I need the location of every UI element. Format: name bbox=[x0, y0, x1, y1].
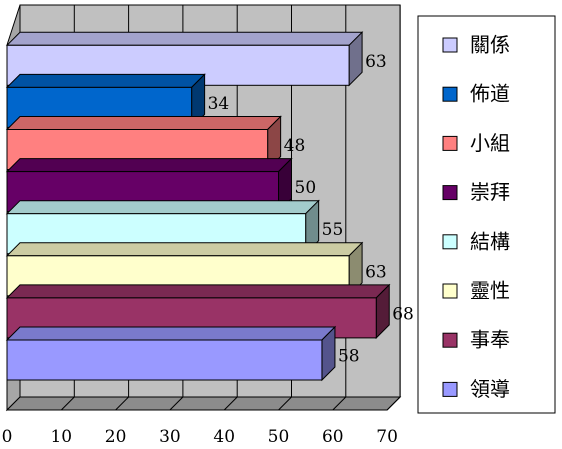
bar-top bbox=[5, 31, 364, 46]
legend-swatch bbox=[442, 332, 458, 348]
data-label: 55 bbox=[322, 220, 344, 240]
legend-item: 事奉 bbox=[442, 328, 510, 352]
x-tick-label: 40 bbox=[213, 427, 235, 447]
bar-front bbox=[6, 339, 323, 381]
legend-item: 靈性 bbox=[442, 279, 510, 303]
legend-label: 小組 bbox=[470, 131, 510, 155]
data-label: 63 bbox=[365, 52, 387, 72]
bar-top bbox=[5, 326, 337, 341]
data-label: 63 bbox=[365, 262, 387, 282]
legend-box bbox=[417, 15, 556, 414]
x-tick-label: 20 bbox=[105, 427, 127, 447]
gridline-floor bbox=[169, 396, 184, 411]
bar-top bbox=[5, 158, 293, 173]
legend-swatch bbox=[442, 37, 458, 53]
x-tick-label: 30 bbox=[159, 427, 181, 447]
gridline-floor bbox=[223, 396, 238, 411]
legend-swatch bbox=[442, 234, 458, 250]
gridline-floor bbox=[60, 396, 75, 411]
data-labels: 63 34 48 50 55 63 68 58 bbox=[208, 52, 414, 367]
legend-item: 佈道 bbox=[442, 82, 510, 106]
legend-item: 崇拜 bbox=[442, 180, 510, 204]
bar-領導 bbox=[5, 325, 337, 382]
legend-item: 關係 bbox=[442, 33, 510, 57]
legend-swatch bbox=[442, 135, 458, 151]
data-label: 34 bbox=[208, 94, 230, 114]
x-tick-label: 0 bbox=[2, 427, 13, 447]
gridline-floor bbox=[386, 396, 401, 411]
gridline-floor bbox=[115, 396, 129, 411]
x-tick-label: 10 bbox=[50, 427, 72, 447]
legend-swatch bbox=[442, 185, 458, 201]
legend-label: 領導 bbox=[470, 377, 510, 401]
gridline-floor bbox=[332, 396, 347, 411]
legend-label: 靈性 bbox=[470, 279, 510, 303]
data-label: 48 bbox=[284, 136, 306, 156]
x-tick-label: 60 bbox=[322, 427, 344, 447]
data-label: 58 bbox=[338, 347, 360, 367]
legend-item: 領導 bbox=[442, 377, 510, 401]
x-tick-label: 50 bbox=[268, 427, 290, 447]
floor bbox=[5, 396, 402, 411]
legend-swatch bbox=[442, 381, 458, 397]
gridline-floor bbox=[278, 396, 292, 411]
legend-label: 崇拜 bbox=[470, 180, 510, 204]
legend-label: 結構 bbox=[470, 229, 510, 253]
legend-swatch bbox=[442, 283, 458, 299]
bar-top bbox=[5, 200, 320, 215]
legend-item: 結構 bbox=[442, 229, 510, 253]
bar-top bbox=[5, 242, 364, 257]
bar-top bbox=[5, 284, 391, 299]
legend-label: 關係 bbox=[470, 33, 510, 57]
data-label: 50 bbox=[295, 178, 317, 198]
legend-label: 佈道 bbox=[470, 82, 510, 106]
bar-top bbox=[5, 73, 206, 88]
legend-swatch bbox=[442, 86, 458, 102]
legend-label: 事奉 bbox=[470, 328, 510, 352]
data-label: 68 bbox=[392, 304, 414, 324]
x-tick-label: 70 bbox=[376, 427, 398, 447]
chart-bars bbox=[5, 31, 391, 382]
legend-item: 小組 bbox=[442, 131, 510, 155]
bar-top bbox=[5, 116, 282, 130]
x-axis-tick-labels: 0 10 20 30 40 50 60 70 bbox=[2, 427, 398, 447]
